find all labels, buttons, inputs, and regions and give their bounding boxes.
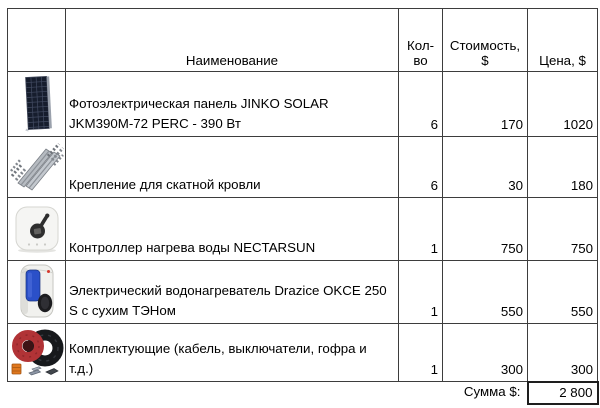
product-name: Фотоэлектрическая панель JINKO SOLAR JKM… <box>65 71 399 137</box>
unit-cost-value: 300 <box>442 323 528 382</box>
summary-total: 2 800 <box>526 380 599 405</box>
summary-row: Сумма $: 2 800 <box>8 380 599 405</box>
unit-cost-value: 170 <box>442 71 528 137</box>
unit-cost-value: 30 <box>442 136 528 198</box>
total-price-value: 300 <box>527 323 598 382</box>
column-header-cost: Стоимость, $ <box>442 8 528 72</box>
product-image-cell <box>7 136 66 198</box>
quantity-value: 1 <box>398 323 443 382</box>
product-image-cell <box>7 197 66 261</box>
product-name: Контроллер нагрева воды NECTARSUN <box>65 197 399 261</box>
quantity-value: 6 <box>398 136 443 198</box>
water-heating-controller-icon <box>15 206 58 253</box>
total-price-value: 550 <box>527 260 598 324</box>
cables-kit-icon <box>11 329 63 375</box>
column-header-price: Цена, $ <box>527 8 598 72</box>
product-image-cell <box>7 71 66 137</box>
total-price-value: 1020 <box>527 71 598 137</box>
summary-label: Сумма $: <box>463 384 521 400</box>
product-name: Комплектующие (кабель, выключатели, гофр… <box>65 323 399 382</box>
header-row: Наименование Кол-во Стоимость, $ Цена, $ <box>7 8 598 72</box>
product-image-cell <box>7 323 66 382</box>
roof-mount-icon <box>9 143 64 191</box>
column-header-image <box>7 8 66 72</box>
column-header-name: Наименование <box>65 8 399 72</box>
unit-cost-value: 750 <box>442 197 528 261</box>
table-row: Электрический водонагреватель Drazice OK… <box>7 260 598 324</box>
table-row: Фотоэлектрическая панель JINKO SOLAR JKM… <box>7 71 598 137</box>
table-row: Крепление для скатной кровли 6 30 180 <box>7 136 598 198</box>
price-table: Наименование Кол-во Стоимость, $ Цена, $ <box>7 8 599 405</box>
product-name: Электрический водонагреватель Drazice OK… <box>65 260 399 324</box>
total-price-value: 750 <box>527 197 598 261</box>
price-list-sheet: Наименование Кол-во Стоимость, $ Цена, $ <box>7 8 599 405</box>
product-image-cell <box>7 260 66 324</box>
total-price-value: 180 <box>527 136 598 198</box>
table-row: Комплектующие (кабель, выключатели, гофр… <box>7 323 598 382</box>
column-header-qty: Кол-во <box>398 8 443 72</box>
quantity-value: 1 <box>398 260 443 324</box>
water-heater-icon <box>20 264 53 318</box>
quantity-value: 6 <box>398 71 443 137</box>
quantity-value: 1 <box>398 197 443 261</box>
unit-cost-value: 550 <box>442 260 528 324</box>
table-row: Контроллер нагрева воды NECTARSUN 1 750 … <box>7 197 598 261</box>
product-name: Крепление для скатной кровли <box>65 136 399 198</box>
solar-panel-icon <box>24 76 52 132</box>
